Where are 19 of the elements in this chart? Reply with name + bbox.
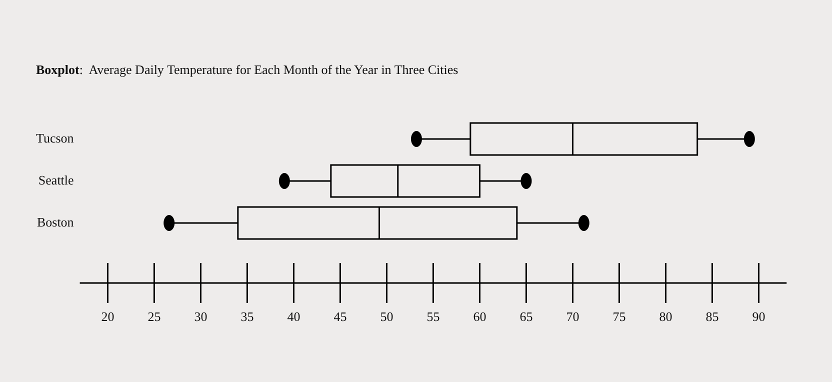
x-tick-label: 25 (148, 309, 161, 324)
x-tick-label: 40 (287, 309, 300, 324)
x-tick-label: 30 (194, 309, 208, 324)
x-tick-label: 85 (706, 309, 719, 324)
x-tick-label: 75 (612, 309, 626, 324)
x-tick-label: 45 (334, 309, 347, 324)
x-tick-label: 90 (752, 309, 766, 324)
x-tick-label: 55 (426, 309, 440, 324)
x-tick-label: 60 (473, 309, 486, 324)
x-tick-label: 80 (659, 309, 672, 324)
y-tick-label: Boston (36, 214, 74, 230)
x-tick-label: 70 (566, 309, 580, 324)
x-tick-label: 65 (520, 309, 533, 324)
x-tick-label: 50 (380, 309, 394, 324)
y-tick-label: Tucson (36, 130, 74, 146)
chart-title: Boxplot: Average Daily Temperature for Each Month of the Year in Three Cities (36, 62, 458, 78)
y-tick-label: Seattle (38, 172, 74, 188)
x-tick-label: 35 (240, 309, 254, 324)
x-tick-label: 20 (101, 309, 114, 324)
